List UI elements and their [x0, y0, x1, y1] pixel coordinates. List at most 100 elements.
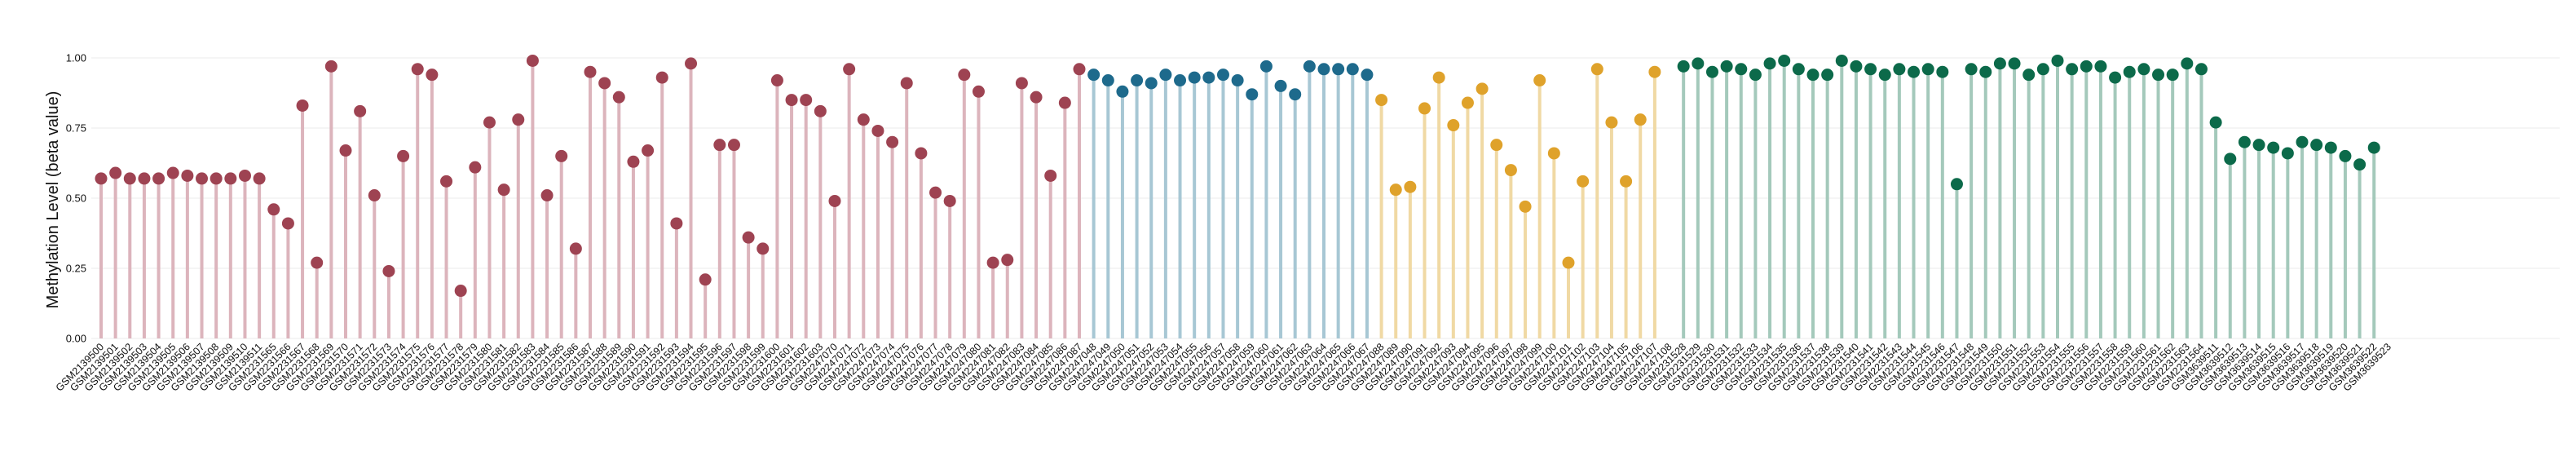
lollipop-point [440, 175, 453, 188]
lollipop-point [1749, 69, 1762, 82]
lollipop-point [569, 242, 582, 255]
lollipop-point [800, 94, 813, 107]
lollipop-point [1030, 91, 1043, 104]
lollipop-point [986, 256, 999, 269]
lollipop-point [2080, 60, 2093, 73]
lollipop-point [2152, 69, 2165, 82]
lollipop-point [454, 285, 467, 298]
x-tick-labels: GSM2139500GSM2139501GSM2139502GSM2139503… [54, 341, 2393, 393]
lollipop-point [1418, 102, 1431, 115]
lollipop-point [382, 264, 395, 277]
lollipop-point [1490, 139, 1503, 152]
lollipop-point [756, 242, 770, 255]
lollipop-point [1332, 63, 1345, 76]
lollipop-point [1432, 71, 1445, 84]
lollipop-point [224, 172, 237, 185]
lollipop-point [2066, 63, 2079, 76]
lollipop-point [2194, 63, 2208, 76]
lollipop-point [426, 69, 439, 82]
lollipop-point [972, 85, 985, 98]
lollipop-point [2036, 63, 2049, 76]
lollipop-point [267, 203, 280, 216]
lollipop-point [2008, 57, 2021, 70]
lollipop-point [1620, 175, 1633, 188]
lollipop-point [1979, 65, 1992, 78]
lollipop-point [1605, 116, 1618, 129]
lollipop-point [368, 189, 381, 202]
y-tick-label: 1.00 [66, 52, 86, 64]
lollipop-point [1058, 96, 1071, 109]
lollipop-point [1908, 65, 1921, 78]
y-tick-label: 0.75 [66, 122, 86, 135]
lollipop-point [1835, 54, 1848, 67]
lollipop-point [1692, 57, 1705, 70]
lollipop-point [1792, 63, 1805, 76]
lollipop-point [943, 194, 956, 207]
lollipop-point [2051, 54, 2064, 67]
lollipop-point [123, 172, 136, 185]
lollipop-point [1806, 69, 1820, 82]
y-tick-label: 0.00 [66, 333, 86, 345]
lollipop-point [1389, 183, 1402, 197]
lollipop-point [2109, 71, 2122, 84]
lollipop-point [1087, 69, 1101, 82]
lollipop-point [655, 71, 668, 84]
lollipop-point [512, 113, 525, 126]
lollipop-point [1705, 65, 1718, 78]
lollipop-point [281, 217, 294, 230]
lollipop-point [2022, 69, 2036, 82]
lollipop-point [1864, 63, 1877, 76]
lollipop-point [1246, 88, 1259, 101]
lollipop-point [2181, 57, 2194, 70]
lollipop-point [1447, 119, 1460, 132]
lollipop-point [1131, 74, 1144, 87]
lollipop-point [900, 77, 913, 90]
lollipop-point [2296, 135, 2309, 148]
lollipop-point [1259, 60, 1273, 73]
lollipop-point [1346, 63, 1359, 76]
lollipop-point [1461, 96, 1474, 109]
lollipop-point [1101, 74, 1114, 87]
lollipop-point [210, 172, 223, 185]
lollipop-point [526, 54, 539, 67]
y-tick-labels: 0.00 0.25 0.50 0.75 1.00 [66, 52, 86, 345]
lollipop-point [555, 149, 568, 162]
lollipop-point [727, 139, 740, 152]
lollipop-point [2353, 158, 2366, 171]
lollipop-point [166, 166, 179, 179]
lollipop-point [1361, 69, 1374, 82]
lollipop-point [1821, 69, 1834, 82]
lollipop-point [1965, 63, 1978, 76]
lollipop-point [1202, 71, 1215, 84]
lollipop-point [1878, 69, 1891, 82]
lollipop-point [2094, 60, 2107, 73]
lollipop-point [2267, 141, 2280, 154]
lollipop-point [1634, 113, 1647, 126]
lollipop-point [1936, 65, 1949, 78]
lollipop-point [152, 172, 165, 185]
lollipop-point [1404, 180, 1417, 193]
lollipop-point [1159, 69, 1172, 82]
lollipop-stems [99, 60, 2376, 338]
lollipop-point [612, 91, 625, 104]
lollipop-point [1720, 60, 1733, 73]
lollipop-point [713, 139, 726, 152]
lollipop-point [2123, 65, 2136, 78]
lollipop-point [1015, 77, 1028, 90]
lollipop-point [1950, 178, 1963, 191]
lollipop-point [1590, 63, 1603, 76]
lollipop-point [1001, 254, 1014, 267]
lollipop-point [1577, 175, 1590, 188]
lollipop-point [785, 94, 798, 107]
lollipop-point [770, 74, 783, 87]
lollipop-point [339, 144, 352, 157]
lollipop-point [1921, 63, 1934, 76]
y-tick-label: 0.50 [66, 192, 86, 205]
lollipop-point [915, 147, 928, 160]
lollipop-point [2339, 149, 2352, 162]
lollipop-point [871, 124, 884, 137]
lollipop-point [1216, 69, 1229, 82]
lollipop-point [138, 172, 151, 185]
lollipop-point [929, 186, 942, 199]
